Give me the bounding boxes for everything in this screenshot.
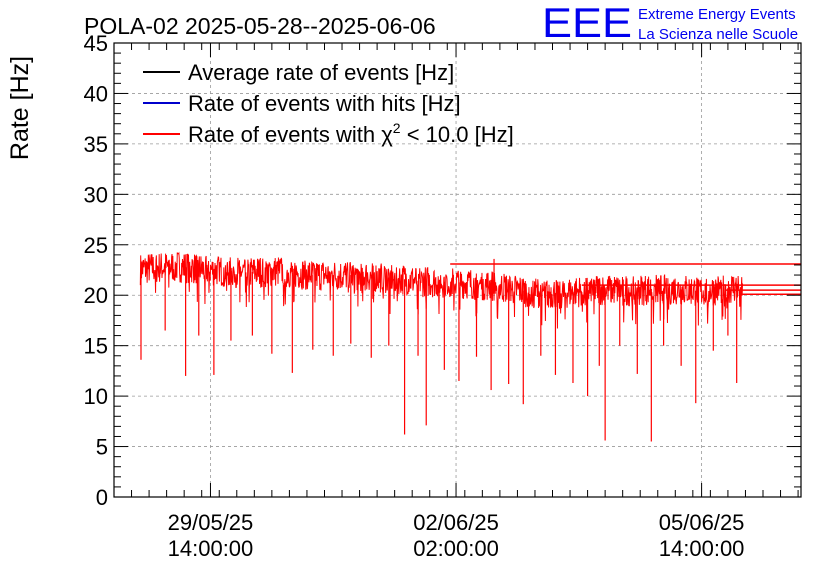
chart-title: POLA-02 2025-05-28--2025-06-06: [84, 13, 436, 39]
y-axis-label: Rate [Hz]: [6, 56, 34, 160]
x-axis: 29/05/2514:00:0002/06/2502:00:0005/06/25…: [113, 43, 799, 561]
legend-entry-average: Average rate of events [Hz]: [143, 60, 454, 85]
logo-mark: EEE: [542, 0, 632, 46]
y-tick-label: 35: [84, 132, 108, 157]
legend-entry-chi2: Rate of events with χ2 < 10.0 [Hz]: [143, 120, 514, 147]
legend-entry-hits: Rate of events with hits [Hz]: [143, 91, 461, 116]
legend-label-chi2: Rate of events with χ2 < 10.0 [Hz]: [188, 120, 514, 147]
y-axis: 0 5 10 15 20 25 30 35 40 45: [84, 31, 801, 510]
legend-label-average: Average rate of events [Hz]: [188, 60, 454, 85]
x-tick-label-date: 02/06/25: [413, 510, 499, 535]
x-tick-label-date: 29/05/25: [168, 510, 254, 535]
plot-frame: [113, 42, 802, 498]
logo-line1: Extreme Energy Events: [638, 6, 796, 23]
y-tick-label: 25: [84, 233, 108, 258]
x-tick-label-time: 14:00:00: [659, 536, 745, 561]
series-chi2-line: [139, 251, 744, 329]
y-tick-label: 45: [84, 31, 108, 56]
y-tick-label: 0: [96, 485, 108, 510]
logo-line2: La Scienza nelle Scuole: [638, 26, 798, 43]
eee-logo: EEE Extreme Energy Events La Scienza nel…: [542, 0, 798, 46]
legend: Average rate of events [Hz] Rate of even…: [143, 60, 514, 147]
x-tick-label-time: 02:00:00: [413, 536, 499, 561]
y-tick-label: 30: [84, 182, 108, 207]
y-tick-label: 40: [84, 81, 108, 106]
y-tick-label: 10: [84, 384, 108, 409]
y-tick-label: 15: [84, 334, 108, 359]
x-tick-label-date: 05/06/25: [659, 510, 745, 535]
y-tick-label: 5: [96, 435, 108, 460]
grid: [114, 43, 801, 497]
y-tick-label: 20: [84, 283, 108, 308]
legend-label-hits: Rate of events with hits [Hz]: [188, 91, 461, 116]
plot-series: [139, 251, 801, 442]
x-tick-label-time: 14:00:00: [168, 536, 254, 561]
